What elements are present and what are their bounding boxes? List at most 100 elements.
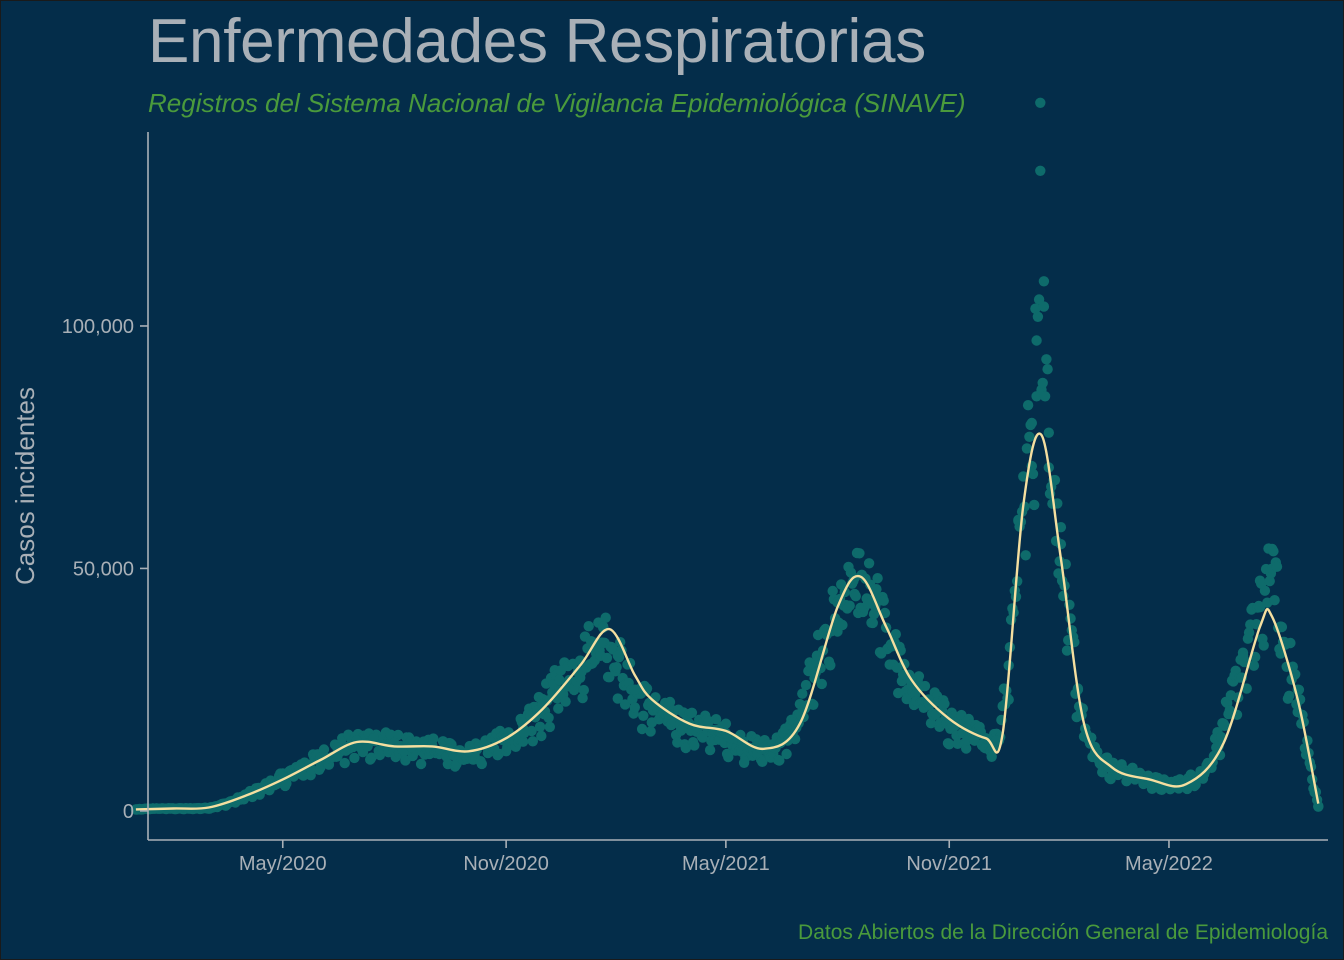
data-point (517, 736, 529, 747)
data-point (583, 621, 594, 632)
data-point (986, 751, 997, 762)
data-point (1284, 690, 1295, 701)
y-axis-title: Casos incidentes (10, 387, 40, 585)
data-point (536, 730, 547, 742)
data-point (645, 726, 656, 737)
data-point (854, 548, 865, 559)
data-point (1258, 640, 1269, 651)
data-point (1042, 364, 1053, 375)
data-point (1038, 301, 1050, 312)
data-point (1026, 417, 1038, 429)
data-point (1267, 543, 1278, 555)
data-point (1043, 427, 1055, 438)
data-point (362, 741, 373, 752)
data-point (1061, 645, 1073, 656)
data-point (611, 662, 622, 673)
data-point (680, 742, 691, 754)
y-tick-label: 100,000 (62, 316, 134, 338)
data-point (871, 584, 882, 595)
data-point (1041, 354, 1052, 365)
data-point (629, 684, 640, 695)
data-point (944, 739, 955, 750)
data-point (1049, 474, 1061, 486)
data-point (774, 755, 785, 766)
ticks-layer: May/2020 Nov/2020 May/2021 Nov/2021 May/2022… (62, 316, 1213, 875)
data-point (664, 696, 676, 708)
data-point (689, 740, 700, 751)
data-point (1264, 575, 1275, 587)
data-point (961, 743, 972, 754)
data-point (368, 733, 379, 744)
data-point (392, 729, 404, 741)
data-point (1218, 718, 1229, 729)
data-point (1039, 391, 1051, 402)
data-point (1271, 561, 1283, 572)
data-point (534, 721, 546, 732)
data-point (850, 591, 861, 602)
data-point (612, 693, 623, 704)
data-point (811, 650, 823, 661)
data-point (781, 748, 792, 760)
data-point (720, 718, 732, 729)
data-point (797, 688, 808, 699)
x-tick-label: Nov/2020 (463, 853, 549, 875)
data-point (1020, 550, 1031, 561)
data-point (1313, 800, 1324, 812)
data-point (349, 752, 360, 764)
data-point (837, 619, 848, 631)
data-point (600, 612, 611, 623)
x-tick-label: Nov/2021 (906, 853, 992, 875)
x-tick-label: May/2020 (239, 853, 327, 875)
data-point (844, 600, 855, 611)
data-point (601, 652, 613, 664)
x-tick-label: May/2022 (1125, 853, 1213, 875)
data-point (366, 752, 377, 763)
data-point (1055, 522, 1067, 533)
y-tick-label: 50,000 (73, 558, 134, 580)
data-point (1031, 335, 1042, 346)
data-point (1022, 400, 1034, 411)
data-point (638, 710, 649, 721)
data-point (560, 696, 571, 707)
data-point (619, 699, 631, 710)
data-point (578, 684, 589, 696)
data-point (415, 758, 427, 770)
data-point (1269, 595, 1280, 606)
y-tick-label: 0 (123, 801, 134, 823)
data-point (800, 679, 812, 691)
data-point (827, 585, 838, 597)
data-point (553, 703, 564, 714)
data-point (636, 723, 648, 735)
data-point (306, 764, 318, 776)
data-point (1030, 303, 1041, 314)
data-point (544, 721, 555, 733)
data-point (1254, 602, 1266, 613)
data-point (385, 729, 396, 740)
data-point (1035, 165, 1046, 176)
data-point (757, 756, 768, 767)
data-point (1038, 276, 1050, 287)
data-point (1035, 97, 1046, 109)
data-point (1237, 650, 1249, 661)
x-tick-label: May/2021 (682, 853, 770, 875)
data-point (723, 751, 734, 763)
smooth-line (135, 432, 1320, 811)
data-point (577, 692, 588, 704)
data-point (1024, 431, 1035, 442)
data-point (710, 714, 722, 725)
data-point (919, 680, 931, 692)
data-point (901, 693, 912, 705)
data-point (1032, 311, 1044, 322)
data-point (476, 758, 487, 770)
data-point (1021, 443, 1033, 454)
data-point (939, 698, 950, 709)
data-point (816, 678, 827, 690)
data-point (318, 744, 330, 755)
data-point (543, 712, 554, 723)
points-layer (130, 97, 1324, 815)
data-point (878, 595, 889, 606)
data-point (1243, 627, 1255, 638)
chart-title: Enfermedades Respiratorias (148, 7, 926, 76)
data-point (737, 737, 749, 749)
